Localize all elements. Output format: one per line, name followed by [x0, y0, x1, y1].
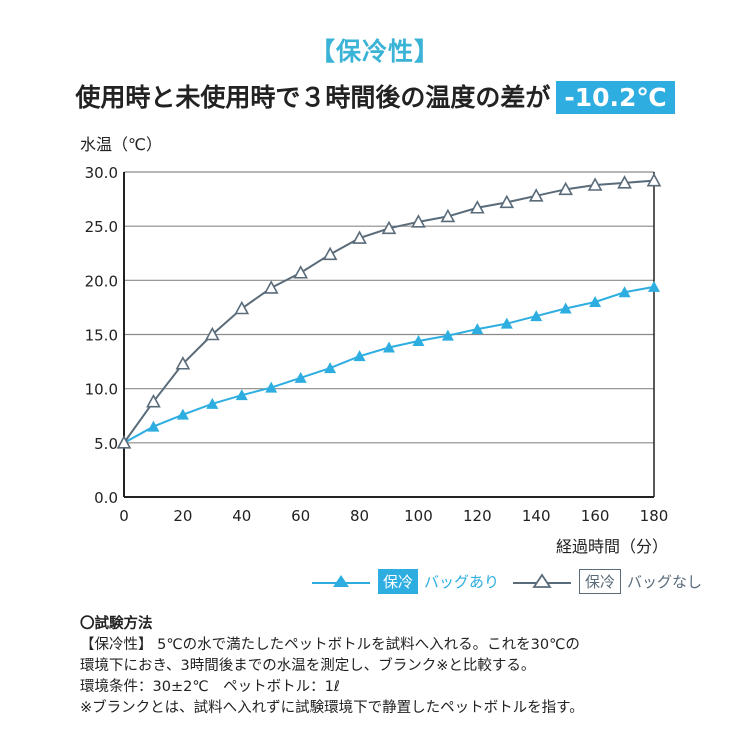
- y-tick-label: 25.0: [85, 218, 118, 236]
- x-tick-label: 180: [640, 507, 669, 525]
- data-point-filled-triangle: [441, 329, 454, 341]
- data-point-filled-triangle: [235, 389, 248, 401]
- legend-label-no-bag: バッグなし: [627, 572, 703, 591]
- data-point-filled-triangle: [206, 397, 219, 409]
- data-point-filled-triangle: [294, 371, 307, 383]
- data-point-open-triangle: [352, 230, 367, 244]
- x-tick-label: 80: [350, 507, 369, 525]
- legend-tag-bag: 保冷: [378, 568, 419, 594]
- data-point-open-triangle: [381, 220, 397, 235]
- legend-item-bag: 保冷 バッグあり: [312, 568, 500, 594]
- data-point-open-triangle: [646, 172, 662, 187]
- data-point-open-triangle: [116, 435, 132, 449]
- data-point-open-triangle: [558, 181, 574, 196]
- data-point-filled-triangle: [383, 341, 395, 353]
- data-point-open-triangle: [204, 326, 220, 341]
- data-point-open-triangle: [587, 177, 603, 191]
- x-tick-label: 120: [463, 507, 492, 525]
- legend-label-bag: バッグあり: [424, 572, 500, 591]
- x-axis-label: 経過時間（分）: [556, 537, 668, 556]
- data-point-filled-triangle: [176, 408, 189, 420]
- chart-subtitle: 使用時と未使用時で３時間後の温度の差が -10.2℃: [0, 78, 750, 114]
- x-tick-label: 60: [291, 507, 310, 525]
- data-point-filled-triangle: [559, 302, 572, 314]
- data-point-filled-triangle: [147, 420, 160, 432]
- data-point-open-triangle: [146, 393, 161, 408]
- legend: 保冷 バッグあり 保冷 バッグなし: [312, 566, 716, 596]
- y-tick-label: 10.0: [85, 381, 118, 399]
- data-point-filled-triangle: [648, 280, 660, 292]
- data-point-open-triangle: [528, 188, 544, 202]
- y-tick-label: 5.0: [94, 435, 118, 453]
- x-tick-label: 160: [581, 507, 610, 525]
- series-layer: [116, 172, 662, 449]
- data-point-filled-triangle: [618, 286, 631, 298]
- data-point-open-triangle: [234, 300, 250, 315]
- test-method: 〇試験方法 【保冷性】 5℃の水で満たしたペットボトルを試料へ入れる。これを30…: [80, 614, 740, 719]
- x-tick-label: 20: [173, 507, 192, 525]
- difference-badge: -10.2℃: [556, 81, 675, 114]
- data-point-filled-triangle: [530, 310, 543, 322]
- data-point-filled-triangle: [324, 362, 337, 374]
- data-point-open-triangle: [469, 200, 485, 214]
- tick-labels: 0.0 5.0 10.0 15.0 20.0 25.0 30.0 0 20 40 60 80 100 12…: [85, 164, 669, 525]
- y-tick-label: 30.0: [85, 164, 118, 182]
- data-point-open-triangle: [322, 246, 338, 261]
- series-line-1: [123, 285, 655, 444]
- x-tick-label: 100: [404, 507, 433, 525]
- x-tick-label: 40: [232, 507, 251, 525]
- method-line-4: ※ブランクとは、試料へ入れずに試験環境下で静置したペットボトルを指す。: [80, 700, 584, 716]
- subtitle-text: 使用時と未使用時で３時間後の温度の差が: [75, 83, 551, 112]
- y-tick-label: 15.0: [85, 327, 118, 345]
- filled-triangle-line-icon: [312, 575, 370, 587]
- y-axis-label: 水温（℃）: [80, 135, 162, 154]
- y-tick-label: 20.0: [85, 272, 118, 290]
- method-title: 〇試験方法: [80, 616, 153, 632]
- data-point-open-triangle: [499, 194, 515, 209]
- series-line-2: [123, 179, 655, 444]
- method-line-2: 環境下におき、3時間後までの水温を測定し、ブランク※と比較する。: [80, 658, 536, 674]
- x-tick-label: 0: [119, 507, 129, 525]
- data-point-open-triangle: [411, 214, 426, 228]
- legend-tag-no-bag: 保冷: [579, 568, 622, 594]
- data-point-filled-triangle: [265, 381, 278, 393]
- data-point-filled-triangle: [412, 335, 425, 346]
- chart-title: 【保冷性】: [309, 37, 440, 66]
- data-point-filled-triangle: [471, 323, 484, 335]
- legend-item-no-bag: 保冷 バッグなし: [513, 568, 703, 594]
- data-point-filled-triangle: [353, 350, 366, 362]
- data-point-open-triangle: [293, 265, 309, 279]
- open-triangle-line-icon: [513, 573, 572, 588]
- data-point-filled-triangle: [500, 317, 513, 329]
- line-chart: 0.0 5.0 10.0 15.0 20.0 25.0 30.0 0 20 40 60 80 100 12…: [80, 135, 669, 556]
- data-point-open-triangle: [440, 208, 456, 223]
- y-tick-label: 0.0: [94, 489, 118, 507]
- data-point-filled-triangle: [589, 296, 602, 307]
- method-line-3: 環境条件：30±2℃ ペットボトル：1ℓ: [80, 679, 340, 695]
- method-line-1: 【保冷性】 5℃の水で満たしたペットボトルを試料へ入れる。これを30℃の: [80, 637, 580, 653]
- data-point-open-triangle: [617, 175, 632, 189]
- x-tick-label: 140: [522, 507, 551, 525]
- data-point-open-triangle: [175, 356, 191, 370]
- data-point-open-triangle: [263, 280, 279, 294]
